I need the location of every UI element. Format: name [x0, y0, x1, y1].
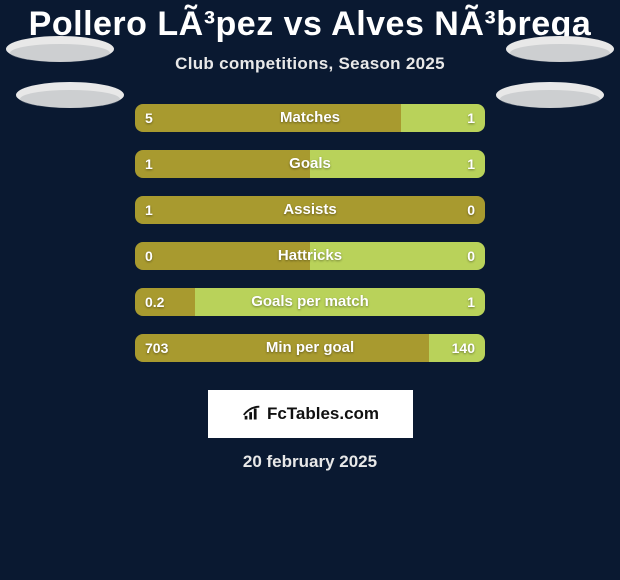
- stat-right-value: 140: [452, 334, 475, 362]
- stat-left-value: 703: [145, 334, 168, 362]
- comparison-infographic: Pollero LÃ³pez vs Alves NÃ³brega Club co…: [0, 0, 620, 580]
- player-avatar: [505, 35, 615, 63]
- stat-left-value: 1: [145, 150, 153, 178]
- player-avatar: [495, 81, 605, 109]
- stat-name: Assists: [135, 196, 485, 224]
- logo-box: FcTables.com: [208, 390, 413, 438]
- stat-right-value: 1: [467, 104, 475, 132]
- stat-left-value: 0: [145, 242, 153, 270]
- stat-name: Goals per match: [135, 288, 485, 316]
- stat-row: 1Assists0: [0, 196, 620, 242]
- stat-row: 0.2Goals per match1: [0, 288, 620, 334]
- stat-name: Hattricks: [135, 242, 485, 270]
- bar-label-wrap: 5Matches1: [135, 104, 485, 132]
- stat-row: 5Matches1: [0, 104, 620, 150]
- player-avatar: [15, 81, 125, 109]
- stat-right-value: 1: [467, 288, 475, 316]
- stat-name: Min per goal: [135, 334, 485, 362]
- logo-icon: [241, 403, 263, 425]
- stat-left-value: 0.2: [145, 288, 164, 316]
- stat-right-value: 0: [467, 242, 475, 270]
- stat-rows: 5Matches11Goals11Assists00Hattricks00.2G…: [0, 104, 620, 380]
- stat-left-value: 1: [145, 196, 153, 224]
- stat-name: Matches: [135, 104, 485, 132]
- date-label: 20 february 2025: [0, 452, 620, 472]
- stat-row: 1Goals1: [0, 150, 620, 196]
- logo-text: FcTables.com: [267, 404, 379, 424]
- bar-label-wrap: 0Hattricks0: [135, 242, 485, 270]
- stat-name: Goals: [135, 150, 485, 178]
- stat-right-value: 0: [467, 196, 475, 224]
- stat-right-value: 1: [467, 150, 475, 178]
- player-avatar: [5, 35, 115, 63]
- bar-label-wrap: 703Min per goal140: [135, 334, 485, 362]
- stat-row: 703Min per goal140: [0, 334, 620, 380]
- stat-row: 0Hattricks0: [0, 242, 620, 288]
- bar-label-wrap: 1Assists0: [135, 196, 485, 224]
- bar-label-wrap: 0.2Goals per match1: [135, 288, 485, 316]
- bar-label-wrap: 1Goals1: [135, 150, 485, 178]
- stat-left-value: 5: [145, 104, 153, 132]
